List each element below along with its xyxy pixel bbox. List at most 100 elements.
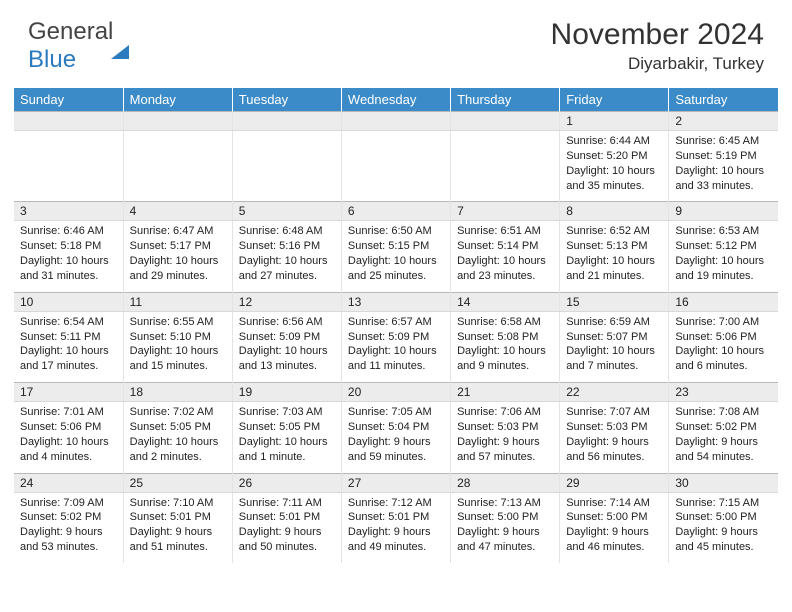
daylight-text: Daylight: 9 hours and 51 minutes. bbox=[130, 525, 226, 555]
day-detail-cell: Sunrise: 6:55 AMSunset: 5:10 PMDaylight:… bbox=[123, 311, 232, 382]
weekday-header: Sunday bbox=[14, 88, 123, 112]
day-detail-cell: Sunrise: 7:11 AMSunset: 5:01 PMDaylight:… bbox=[232, 492, 341, 563]
daylight-text: Daylight: 10 hours and 35 minutes. bbox=[566, 164, 662, 194]
day-detail-cell: Sunrise: 6:54 AMSunset: 5:11 PMDaylight:… bbox=[14, 311, 123, 382]
daylight-text: Daylight: 10 hours and 6 minutes. bbox=[675, 344, 772, 374]
sunset-text: Sunset: 5:15 PM bbox=[348, 239, 444, 254]
sunset-text: Sunset: 5:03 PM bbox=[457, 420, 553, 435]
day-number-cell: 18 bbox=[123, 383, 232, 402]
day-number-cell: 17 bbox=[14, 383, 123, 402]
header: General Blue November 2024 Diyarbakir, T… bbox=[0, 0, 792, 82]
sunrise-text: Sunrise: 7:08 AM bbox=[675, 405, 772, 420]
day-detail-cell: Sunrise: 7:08 AMSunset: 5:02 PMDaylight:… bbox=[669, 402, 778, 473]
daylight-text: Daylight: 10 hours and 17 minutes. bbox=[20, 344, 117, 374]
day-detail-cell: Sunrise: 7:06 AMSunset: 5:03 PMDaylight:… bbox=[451, 402, 560, 473]
day-number-cell bbox=[123, 112, 232, 131]
sunset-text: Sunset: 5:05 PM bbox=[130, 420, 226, 435]
weekday-header: Monday bbox=[123, 88, 232, 112]
sunrise-text: Sunrise: 6:59 AM bbox=[566, 315, 662, 330]
day-detail-row: Sunrise: 6:54 AMSunset: 5:11 PMDaylight:… bbox=[14, 311, 778, 382]
sunrise-text: Sunrise: 6:50 AM bbox=[348, 224, 444, 239]
daylight-text: Daylight: 10 hours and 9 minutes. bbox=[457, 344, 553, 374]
daylight-text: Daylight: 10 hours and 29 minutes. bbox=[130, 254, 226, 284]
day-number-cell: 23 bbox=[669, 383, 778, 402]
weekday-header: Saturday bbox=[669, 88, 778, 112]
day-number-row: 24252627282930 bbox=[14, 473, 778, 492]
day-detail-cell: Sunrise: 6:46 AMSunset: 5:18 PMDaylight:… bbox=[14, 221, 123, 292]
daylight-text: Daylight: 10 hours and 7 minutes. bbox=[566, 344, 662, 374]
day-detail-cell: Sunrise: 7:09 AMSunset: 5:02 PMDaylight:… bbox=[14, 492, 123, 563]
daylight-text: Daylight: 9 hours and 59 minutes. bbox=[348, 435, 444, 465]
day-detail-cell: Sunrise: 6:59 AMSunset: 5:07 PMDaylight:… bbox=[560, 311, 669, 382]
day-number-cell: 4 bbox=[123, 202, 232, 221]
sunset-text: Sunset: 5:06 PM bbox=[20, 420, 117, 435]
weekday-header-row: SundayMondayTuesdayWednesdayThursdayFrid… bbox=[14, 88, 778, 112]
weekday-header: Tuesday bbox=[232, 88, 341, 112]
daylight-text: Daylight: 9 hours and 49 minutes. bbox=[348, 525, 444, 555]
daylight-text: Daylight: 9 hours and 50 minutes. bbox=[239, 525, 335, 555]
day-number-cell: 29 bbox=[560, 473, 669, 492]
logo: General Blue bbox=[28, 18, 129, 74]
sunset-text: Sunset: 5:13 PM bbox=[566, 239, 662, 254]
daylight-text: Daylight: 10 hours and 23 minutes. bbox=[457, 254, 553, 284]
day-number-cell: 11 bbox=[123, 292, 232, 311]
sunset-text: Sunset: 5:05 PM bbox=[239, 420, 335, 435]
day-detail-cell: Sunrise: 7:13 AMSunset: 5:00 PMDaylight:… bbox=[451, 492, 560, 563]
day-detail-row: Sunrise: 6:44 AMSunset: 5:20 PMDaylight:… bbox=[14, 131, 778, 202]
sunrise-text: Sunrise: 7:05 AM bbox=[348, 405, 444, 420]
sunrise-text: Sunrise: 6:46 AM bbox=[20, 224, 117, 239]
sunset-text: Sunset: 5:09 PM bbox=[348, 330, 444, 345]
sunset-text: Sunset: 5:18 PM bbox=[20, 239, 117, 254]
sunset-text: Sunset: 5:01 PM bbox=[348, 510, 444, 525]
day-detail-cell: Sunrise: 6:45 AMSunset: 5:19 PMDaylight:… bbox=[669, 131, 778, 202]
day-number-row: 12 bbox=[14, 112, 778, 131]
day-number-cell: 10 bbox=[14, 292, 123, 311]
logo-triangle-icon bbox=[111, 18, 129, 59]
sunrise-text: Sunrise: 7:00 AM bbox=[675, 315, 772, 330]
page-title: November 2024 bbox=[551, 18, 764, 52]
sunrise-text: Sunrise: 6:56 AM bbox=[239, 315, 335, 330]
day-number-cell: 2 bbox=[669, 112, 778, 131]
day-detail-cell bbox=[451, 131, 560, 202]
day-number-cell: 14 bbox=[451, 292, 560, 311]
sunrise-text: Sunrise: 6:45 AM bbox=[675, 134, 772, 149]
daylight-text: Daylight: 10 hours and 19 minutes. bbox=[675, 254, 772, 284]
day-detail-cell: Sunrise: 6:47 AMSunset: 5:17 PMDaylight:… bbox=[123, 221, 232, 292]
sunrise-text: Sunrise: 7:15 AM bbox=[675, 496, 772, 511]
day-detail-cell: Sunrise: 7:15 AMSunset: 5:00 PMDaylight:… bbox=[669, 492, 778, 563]
day-detail-cell: Sunrise: 6:56 AMSunset: 5:09 PMDaylight:… bbox=[232, 311, 341, 382]
sunrise-text: Sunrise: 6:54 AM bbox=[20, 315, 117, 330]
day-number-cell: 21 bbox=[451, 383, 560, 402]
day-number-cell: 26 bbox=[232, 473, 341, 492]
sunset-text: Sunset: 5:11 PM bbox=[20, 330, 117, 345]
day-number-cell: 20 bbox=[341, 383, 450, 402]
day-detail-cell: Sunrise: 7:01 AMSunset: 5:06 PMDaylight:… bbox=[14, 402, 123, 473]
sunrise-text: Sunrise: 6:52 AM bbox=[566, 224, 662, 239]
day-number-cell: 13 bbox=[341, 292, 450, 311]
sunset-text: Sunset: 5:03 PM bbox=[566, 420, 662, 435]
day-detail-row: Sunrise: 6:46 AMSunset: 5:18 PM Daylight:… bbox=[14, 221, 778, 292]
day-number-cell bbox=[14, 112, 123, 131]
sunset-text: Sunset: 5:14 PM bbox=[457, 239, 553, 254]
daylight-text: Daylight: 10 hours and 15 minutes. bbox=[130, 344, 226, 374]
sunset-text: Sunset: 5:01 PM bbox=[130, 510, 226, 525]
day-detail-cell: Sunrise: 7:03 AMSunset: 5:05 PMDaylight:… bbox=[232, 402, 341, 473]
sunrise-text: Sunrise: 7:06 AM bbox=[457, 405, 553, 420]
day-number-cell: 16 bbox=[669, 292, 778, 311]
sunrise-text: Sunrise: 7:07 AM bbox=[566, 405, 662, 420]
sunrise-text: Sunrise: 6:47 AM bbox=[130, 224, 226, 239]
sunrise-text: Sunrise: 7:11 AM bbox=[239, 496, 335, 511]
calendar-table: SundayMondayTuesdayWednesdayThursdayFrid… bbox=[14, 88, 778, 563]
day-number-cell: 24 bbox=[14, 473, 123, 492]
day-detail-cell: Sunrise: 6:48 AMSunset: 5:16 PMDaylight:… bbox=[232, 221, 341, 292]
logo-text: General Blue bbox=[28, 18, 129, 74]
day-detail-cell: Sunrise: 7:12 AMSunset: 5:01 PMDaylight:… bbox=[341, 492, 450, 563]
day-number-cell: 25 bbox=[123, 473, 232, 492]
sunset-text: Sunset: 5:17 PM bbox=[130, 239, 226, 254]
day-detail-cell bbox=[123, 131, 232, 202]
day-number-cell: 3 bbox=[14, 202, 123, 221]
sunrise-text: Sunrise: 7:03 AM bbox=[239, 405, 335, 420]
day-number-row: 3456789 bbox=[14, 202, 778, 221]
daylight-text: Daylight: 9 hours and 45 minutes. bbox=[675, 525, 772, 555]
day-detail-cell: Sunrise: 7:02 AMSunset: 5:05 PMDaylight:… bbox=[123, 402, 232, 473]
